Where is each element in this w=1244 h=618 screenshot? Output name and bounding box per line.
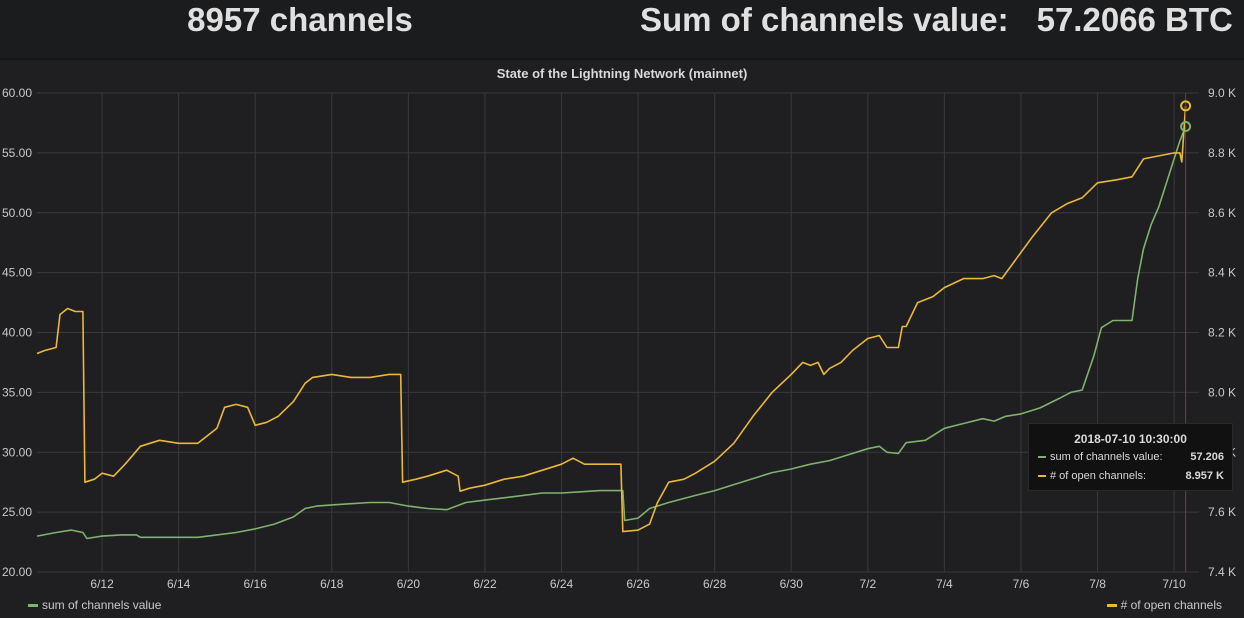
hover-tooltip: 2018-07-10 10:30:00 sum of channels valu… xyxy=(1028,423,1233,491)
x-tick-label: 6/22 xyxy=(473,577,497,591)
tooltip-time: 2018-07-10 10:30:00 xyxy=(1074,432,1187,446)
series-line-sum xyxy=(36,126,1187,540)
y-left-tick-label: 45.00 xyxy=(2,266,32,280)
x-tick-label: 6/12 xyxy=(90,577,114,591)
stat-row: 8957 channels Sum of channels value: 57.2… xyxy=(0,0,1244,58)
tooltip-swatch-green xyxy=(1038,456,1046,458)
line-chart[interactable]: 20.007.4 K25.007.6 K30.007.8 K35.008.0 K… xyxy=(0,60,1244,618)
sum-value-stat: Sum of channels value: 57.2066 BTC xyxy=(640,0,1233,40)
x-tick-label: 6/26 xyxy=(626,577,650,591)
legend-swatch-yellow xyxy=(1106,604,1117,608)
chart-panel[interactable]: State of the Lightning Network (mainnet)… xyxy=(0,60,1244,618)
legend-swatch-green xyxy=(28,604,38,608)
y-right-tick-label: 8.6 K xyxy=(1208,206,1236,220)
tooltip-label-sum: sum of channels value: xyxy=(1050,451,1163,463)
channels-count-stat: 8957 channels xyxy=(187,1,413,38)
y-right-tick-label: 7.4 K xyxy=(1208,565,1236,579)
y-left-tick-label: 60.00 xyxy=(2,86,32,100)
legend-label-sum: sum of channels value xyxy=(42,598,162,612)
y-right-tick-label: 7.6 K xyxy=(1208,505,1236,519)
panel-title[interactable]: State of the Lightning Network (mainnet) xyxy=(496,66,748,81)
legend-label-channels: # of open channels xyxy=(1120,598,1222,612)
sum-label: Sum of channels value: xyxy=(640,1,1009,38)
tooltip-swatch-yellow xyxy=(1038,475,1046,477)
y-right-tick-label: 8.4 K xyxy=(1208,266,1236,280)
y-left-tick-label: 35.00 xyxy=(2,385,32,399)
y-right-tick-label: 8.0 K xyxy=(1208,385,1236,399)
x-tick-label: 6/30 xyxy=(780,577,804,591)
x-tick-label: 7/4 xyxy=(936,577,953,591)
y-left-tick-label: 55.00 xyxy=(2,146,32,160)
x-tick-label: 7/2 xyxy=(859,577,876,591)
y-right-tick-label: 9.0 K xyxy=(1208,86,1236,100)
y-left-tick-label: 20.00 xyxy=(2,565,32,579)
x-tick-label: 7/8 xyxy=(1089,577,1106,591)
x-tick-label: 6/20 xyxy=(397,577,421,591)
y-right-tick-label: 8.8 K xyxy=(1208,146,1236,160)
hover-point-channels xyxy=(1180,100,1192,112)
y-left-tick-label: 30.00 xyxy=(2,445,32,459)
x-tick-label: 6/24 xyxy=(550,577,574,591)
y-left-tick-label: 25.00 xyxy=(2,505,32,519)
legend-item-sum[interactable]: sum of channels value xyxy=(28,598,161,612)
hover-point-sum xyxy=(1180,121,1192,133)
x-tick-label: 6/18 xyxy=(320,577,344,591)
tooltip-value-channels: 8.957 K xyxy=(1185,470,1224,482)
legend-item-channels[interactable]: # of open channels xyxy=(1106,598,1222,612)
series-line-channels xyxy=(36,105,1187,533)
x-tick-label: 7/6 xyxy=(1013,577,1030,591)
tooltip-row-sum: sum of channels value: 57.206 xyxy=(1029,449,1232,465)
y-right-tick-label: 8.2 K xyxy=(1208,326,1236,340)
tooltip-row-channels: # of open channels: 8.957 K xyxy=(1029,468,1232,484)
y-left-tick-label: 40.00 xyxy=(2,326,32,340)
x-tick-label: 6/16 xyxy=(244,577,268,591)
x-tick-label: 7/10 xyxy=(1162,577,1186,591)
sum-value: 57.2066 BTC xyxy=(1036,1,1233,38)
x-tick-label: 6/28 xyxy=(703,577,727,591)
tooltip-label-channels: # of open channels: xyxy=(1050,470,1147,482)
x-tick-label: 6/14 xyxy=(167,577,191,591)
y-left-tick-label: 50.00 xyxy=(2,206,32,220)
tooltip-value-sum: 57.206 xyxy=(1190,451,1224,463)
